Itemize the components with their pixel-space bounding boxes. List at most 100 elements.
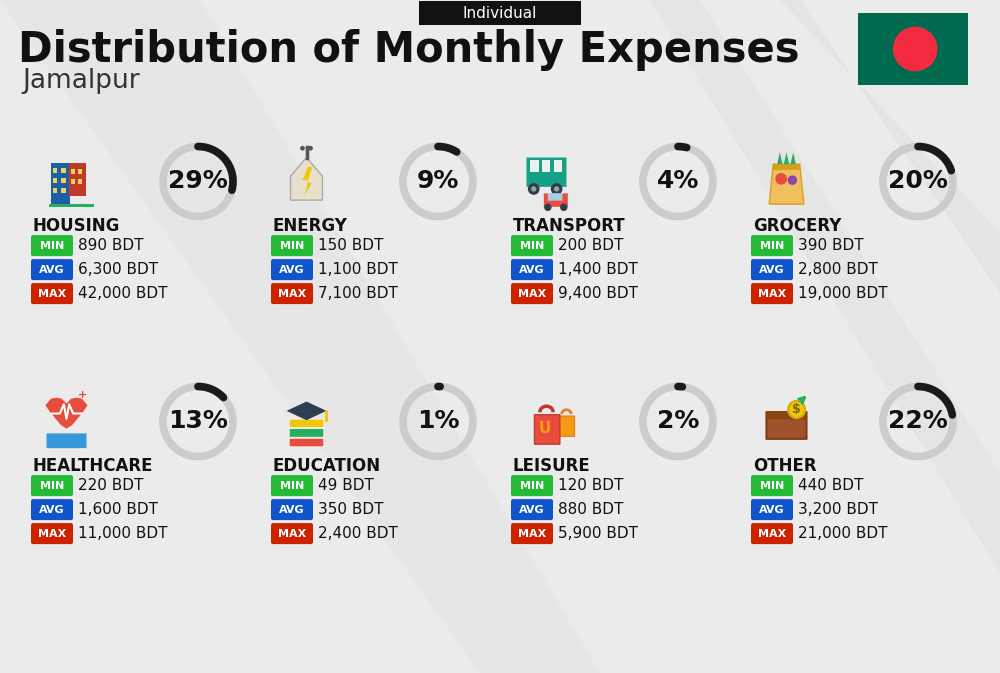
Text: AVG: AVG [759,264,785,275]
Text: 19,000 BDT: 19,000 BDT [798,286,888,301]
Text: AVG: AVG [279,264,305,275]
Text: 2,400 BDT: 2,400 BDT [318,526,398,541]
Text: MIN: MIN [520,241,544,250]
Text: MIN: MIN [40,241,64,250]
FancyBboxPatch shape [71,169,75,174]
Circle shape [300,146,305,151]
Text: 150 BDT: 150 BDT [318,238,383,253]
FancyBboxPatch shape [751,523,793,544]
FancyBboxPatch shape [31,259,73,280]
Text: EDUCATION: EDUCATION [273,456,381,474]
Text: MAX: MAX [278,289,306,299]
Text: 22%: 22% [888,409,948,433]
Circle shape [775,173,787,184]
FancyBboxPatch shape [271,235,313,256]
Circle shape [531,186,536,192]
FancyBboxPatch shape [61,178,66,183]
FancyBboxPatch shape [53,188,57,193]
Text: 1%: 1% [417,409,459,433]
FancyBboxPatch shape [61,188,66,193]
FancyBboxPatch shape [554,160,562,172]
Text: 440 BDT: 440 BDT [798,478,863,493]
FancyBboxPatch shape [858,13,968,85]
Polygon shape [303,167,312,196]
FancyBboxPatch shape [558,416,574,436]
Circle shape [325,419,328,422]
Text: AVG: AVG [39,264,65,275]
Text: AVG: AVG [519,264,545,275]
Text: 6,300 BDT: 6,300 BDT [78,262,158,277]
Polygon shape [784,152,789,164]
Text: 4%: 4% [657,170,699,194]
Text: 20%: 20% [888,170,948,194]
Text: 220 BDT: 220 BDT [78,478,143,493]
FancyBboxPatch shape [751,499,793,520]
Text: OTHER: OTHER [753,456,817,474]
FancyBboxPatch shape [289,419,324,427]
FancyBboxPatch shape [271,499,313,520]
Circle shape [788,401,805,418]
FancyBboxPatch shape [511,523,553,544]
Polygon shape [120,0,1000,293]
Text: MIN: MIN [760,481,784,491]
Polygon shape [0,0,600,673]
FancyBboxPatch shape [511,499,553,520]
FancyBboxPatch shape [511,235,553,256]
FancyBboxPatch shape [31,499,73,520]
FancyBboxPatch shape [530,160,539,172]
FancyBboxPatch shape [767,411,806,419]
Polygon shape [291,157,322,200]
Text: 11,000 BDT: 11,000 BDT [78,526,168,541]
FancyBboxPatch shape [271,523,313,544]
FancyBboxPatch shape [71,180,75,184]
Text: 390 BDT: 390 BDT [798,238,864,253]
Text: 1,600 BDT: 1,600 BDT [78,502,158,517]
Circle shape [788,176,797,185]
FancyBboxPatch shape [751,475,793,496]
Text: MIN: MIN [40,481,64,491]
Text: 29%: 29% [168,170,228,194]
Text: 890 BDT: 890 BDT [78,238,144,253]
Polygon shape [300,0,1000,573]
Text: 7,100 BDT: 7,100 BDT [318,286,398,301]
FancyBboxPatch shape [31,475,73,496]
Text: AVG: AVG [519,505,545,515]
Text: AVG: AVG [759,505,785,515]
FancyBboxPatch shape [61,168,66,173]
Text: ENERGY: ENERGY [273,217,348,235]
Text: MIN: MIN [280,241,304,250]
Text: MAX: MAX [278,528,306,538]
Text: U: U [539,421,551,435]
FancyBboxPatch shape [271,283,313,304]
Text: 9,400 BDT: 9,400 BDT [558,286,638,301]
Text: 120 BDT: 120 BDT [558,478,623,493]
FancyBboxPatch shape [544,193,568,207]
Text: Jamalpur: Jamalpur [22,68,140,94]
FancyBboxPatch shape [271,475,313,496]
Text: 21,000 BDT: 21,000 BDT [798,526,888,541]
Text: 2%: 2% [657,409,699,433]
Text: $: $ [792,403,801,416]
Circle shape [544,203,552,211]
FancyBboxPatch shape [69,163,86,196]
Text: 880 BDT: 880 BDT [558,502,623,517]
Text: 1,100 BDT: 1,100 BDT [318,262,398,277]
Text: LEISURE: LEISURE [513,456,591,474]
FancyBboxPatch shape [271,259,313,280]
FancyBboxPatch shape [289,438,324,447]
FancyBboxPatch shape [78,180,82,184]
FancyBboxPatch shape [773,164,800,170]
FancyBboxPatch shape [78,169,82,174]
Text: 5,900 BDT: 5,900 BDT [558,526,638,541]
FancyBboxPatch shape [299,409,314,415]
Circle shape [308,146,313,151]
Text: 200 BDT: 200 BDT [558,238,623,253]
FancyBboxPatch shape [511,283,553,304]
Text: AVG: AVG [279,505,305,515]
FancyBboxPatch shape [31,523,73,544]
Text: Individual: Individual [463,5,537,20]
Text: 9%: 9% [417,170,459,194]
Text: 42,000 BDT: 42,000 BDT [78,286,168,301]
FancyBboxPatch shape [511,259,553,280]
FancyBboxPatch shape [548,193,562,201]
